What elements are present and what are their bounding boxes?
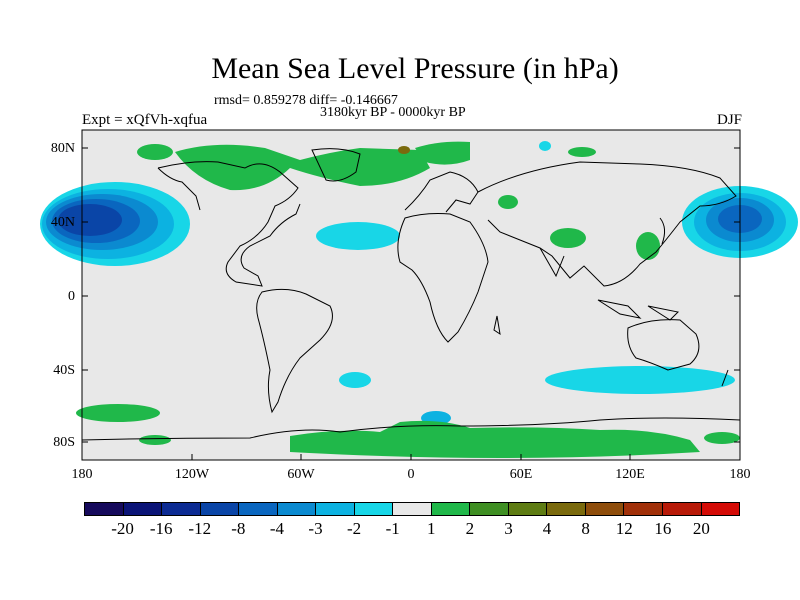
- pacific-small-green: [550, 228, 586, 248]
- antarctic-green-left: [139, 435, 171, 445]
- colorbar-label: -3: [308, 519, 323, 538]
- season-label: DJF: [716, 112, 742, 128]
- colorbar-swatch: [316, 503, 355, 515]
- lat-label: 80S: [53, 435, 75, 450]
- lat-ticks: [82, 147, 740, 443]
- antarctic-anomaly: [290, 420, 700, 458]
- period-text: 3180kyr BP - 0000kyr BP: [320, 105, 466, 120]
- lon-label: 180: [71, 467, 93, 482]
- plot-title: Mean Sea Level Pressure (in hPa): [211, 52, 619, 85]
- colorbar-swatch: [277, 503, 317, 515]
- colorbar-swatch: [162, 503, 201, 515]
- south-america-coast: [256, 288, 333, 414]
- indonesia-coast: [597, 299, 642, 319]
- arctic-brown-spot: [398, 146, 410, 154]
- colorbar-label: 12: [615, 519, 633, 538]
- japan-anomaly: [636, 232, 660, 260]
- lon-label: 120E: [615, 467, 645, 482]
- lon-label: 0: [407, 467, 415, 482]
- colorbar-label: 16: [654, 519, 672, 538]
- south-atlantic-anomaly: [339, 372, 371, 388]
- japan-coast: [659, 217, 666, 245]
- colorbar-swatch: [547, 503, 586, 515]
- colorbar-swatch: [662, 503, 702, 515]
- north-america-coast: [157, 161, 301, 287]
- lat-label: 80N: [50, 141, 75, 156]
- colorbar-swatch: [585, 503, 625, 515]
- colorbar-label: 8: [581, 519, 590, 538]
- atlantic-anomaly: [316, 222, 400, 250]
- colorbar-label: -1: [385, 519, 400, 538]
- colorbar-swatch: [123, 503, 163, 515]
- lon-ticks: [81, 454, 741, 460]
- arctic-green-right: [568, 147, 596, 157]
- colorbar-label: 3: [504, 519, 513, 538]
- arctic-anomaly-main: [175, 144, 430, 191]
- colorbar-swatch: [624, 503, 663, 515]
- arctic-cyan-spot: [539, 141, 551, 151]
- lon-label: 120W: [174, 467, 210, 482]
- colorbar-label: 20: [692, 519, 710, 538]
- lon-label: 60W: [287, 467, 315, 482]
- colorbar-label: -2: [347, 519, 362, 538]
- colorbar-swatch: [508, 503, 548, 515]
- alaska-coast: [157, 167, 201, 211]
- new-guinea-coast: [647, 305, 680, 321]
- india-coast: [539, 247, 565, 278]
- stats-text: rmsd= 0.859278 diff= -0.146667: [214, 93, 398, 108]
- arctic-anomaly-east: [415, 141, 470, 165]
- antarctic-green-right: [704, 432, 740, 444]
- colorbar: [84, 502, 740, 516]
- lat-label: 40S: [53, 363, 75, 378]
- experiment-label: Expt = xQfVh-xqfua: [82, 112, 208, 128]
- lon-label: 60E: [509, 467, 533, 482]
- arctic-anomaly-west: [137, 144, 173, 160]
- colorbar-swatch: [393, 503, 432, 515]
- asia-small-green: [498, 195, 518, 209]
- colorbar-swatch: [239, 503, 278, 515]
- pacific-anomaly-core: [58, 204, 122, 236]
- antarctica-coast: [81, 417, 741, 441]
- lon-label: 180: [729, 467, 751, 482]
- lat-label: 40N: [50, 215, 75, 230]
- colorbar-label: -8: [231, 519, 246, 538]
- africa-coast: [397, 213, 489, 343]
- madagascar-coast: [493, 315, 501, 336]
- colorbar-label: -20: [111, 519, 134, 538]
- colorbar-label: 1: [427, 519, 436, 538]
- new-zealand-coast: [721, 369, 729, 387]
- colorbar-swatch: [200, 503, 240, 515]
- southwest-green: [76, 404, 160, 422]
- south-indian-anomaly: [545, 366, 735, 394]
- colorbar-swatch: [354, 503, 394, 515]
- australia-coast: [627, 319, 700, 371]
- colorbar-label: -4: [269, 519, 285, 538]
- coastlines: [81, 148, 741, 441]
- greenland-coast: [311, 148, 361, 182]
- colorbar-label: -16: [149, 519, 173, 538]
- asia-coast: [477, 161, 737, 287]
- colorbar-label: 4: [542, 519, 552, 538]
- colorbar-label: 2: [465, 519, 475, 538]
- colorbar-label: -12: [188, 519, 212, 538]
- colorbar-swatch: [701, 503, 740, 515]
- colorbar-swatch: [470, 503, 509, 515]
- colorbar-swatch: [85, 503, 124, 515]
- colorbar-swatch: [431, 503, 471, 515]
- lat-label: 0: [68, 289, 75, 304]
- map-background: [82, 130, 740, 460]
